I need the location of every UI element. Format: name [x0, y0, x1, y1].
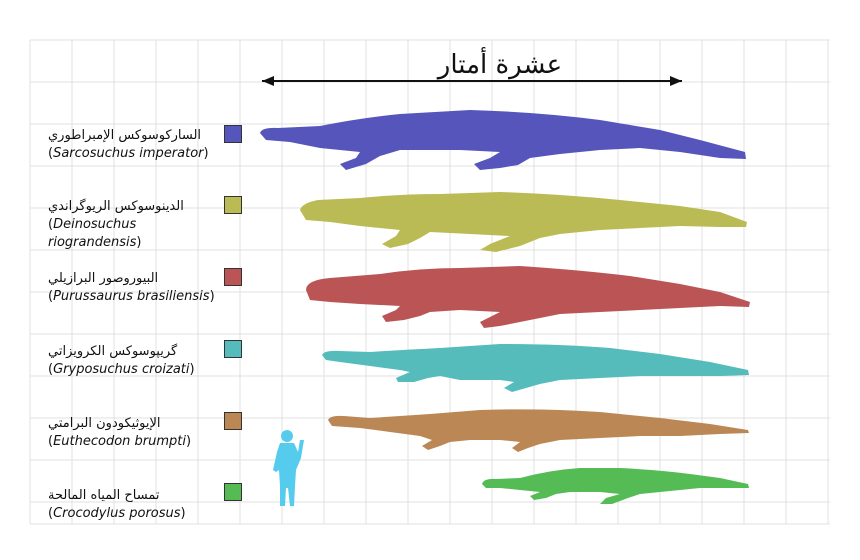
scientific-name: (Purussaurus brasiliensis): [48, 289, 215, 304]
swatch-sarcosuchus: [224, 125, 242, 143]
silhouette-sarcosuchus: [260, 110, 746, 170]
species-label-purussaurus: البيوروصور البرازيلي (Purussaurus brasil…: [48, 270, 218, 306]
scale-bar-left-arrow: [262, 76, 274, 86]
scientific-name: (Euthecodon brumpti): [48, 434, 192, 449]
arabic-name: البيوروصور البرازيلي: [48, 271, 159, 286]
silhouette-crocodylus: [482, 468, 749, 504]
silhouette-euthecodon: [328, 409, 749, 452]
arabic-name: الساركوسوكس الإمبراطوري: [48, 128, 202, 143]
arabic-name: تمساح المياه المالحة: [48, 488, 160, 503]
species-label-deinosuchus: الدينوسوكس الريوگراندي (Deinosuchus riog…: [48, 198, 218, 252]
arabic-name: الإيوثيكودون البرامتي: [48, 416, 161, 431]
species-label-sarcosuchus: الساركوسوكس الإمبراطوري (Sarcosuchus imp…: [48, 127, 218, 163]
scientific-name: (Deinosuchus riograndensis): [48, 217, 142, 250]
arabic-name: الدينوسوكس الريوگراندي: [48, 199, 184, 214]
human-silhouette: [273, 430, 304, 506]
arabic-name: گريپوسوكس الكرويزاتي: [48, 344, 178, 359]
scientific-name: (Gryposuchus croizati): [48, 362, 195, 377]
silhouette-deinosuchus: [300, 192, 747, 252]
species-label-euthecodon: الإيوثيكودون البرامتي (Euthecodon brumpt…: [48, 415, 218, 451]
scientific-name: (Crocodylus porosus): [48, 506, 186, 521]
swatch-gryposuchus: [224, 340, 242, 358]
scale-label: عشرة أمتار: [437, 50, 563, 80]
species-label-crocodylus: تمساح المياه المالحة (Crocodylus porosus…: [48, 487, 218, 523]
swatch-euthecodon: [224, 412, 242, 430]
species-label-gryposuchus: گريپوسوكس الكرويزاتي (Gryposuchus croiza…: [48, 343, 218, 379]
swatch-purussaurus: [224, 268, 242, 286]
silhouette-purussaurus: [306, 266, 750, 328]
scientific-name: (Sarcosuchus imperator): [48, 146, 209, 161]
swatch-deinosuchus: [224, 196, 242, 214]
scale-bar: [262, 76, 682, 86]
scale-bar-right-arrow: [670, 76, 682, 86]
swatch-crocodylus: [224, 483, 242, 501]
silhouette-gryposuchus: [322, 344, 749, 392]
